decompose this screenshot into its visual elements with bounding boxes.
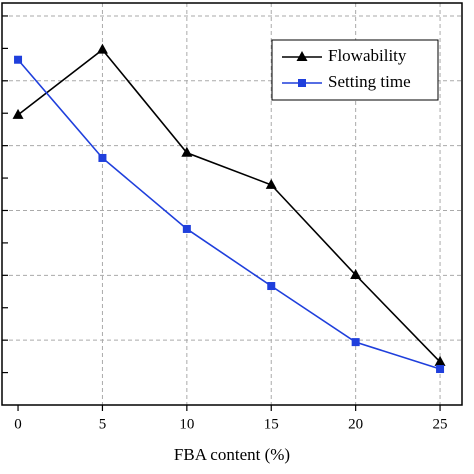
legend-marker bbox=[296, 51, 308, 61]
legend-label: Setting time bbox=[328, 72, 411, 91]
legend-marker bbox=[298, 79, 306, 87]
x-tick-label: 0 bbox=[14, 416, 22, 432]
data-point bbox=[434, 355, 446, 366]
data-point bbox=[181, 146, 193, 157]
data-point bbox=[351, 338, 360, 347]
legend-box bbox=[271, 39, 439, 101]
data-point bbox=[14, 55, 23, 64]
x-axis-label: FBA content (%) bbox=[174, 445, 290, 464]
series-line bbox=[17, 48, 441, 363]
data-point bbox=[96, 43, 108, 54]
plot-frame bbox=[1, 2, 463, 406]
data-point bbox=[182, 224, 191, 233]
data-point bbox=[350, 268, 362, 279]
x-tick-label: 15 bbox=[264, 416, 279, 432]
x-tick-label: 5 bbox=[99, 416, 107, 432]
data-point bbox=[12, 108, 24, 119]
x-tick-label: 20 bbox=[348, 416, 363, 432]
data-point bbox=[267, 282, 276, 291]
legend-label: Flowability bbox=[328, 46, 407, 65]
data-point bbox=[98, 153, 107, 162]
x-tick-label: 10 bbox=[179, 416, 194, 432]
data-point bbox=[265, 178, 277, 189]
data-point bbox=[436, 365, 445, 374]
x-tick-label: 25 bbox=[433, 416, 448, 432]
series-line bbox=[17, 59, 441, 370]
